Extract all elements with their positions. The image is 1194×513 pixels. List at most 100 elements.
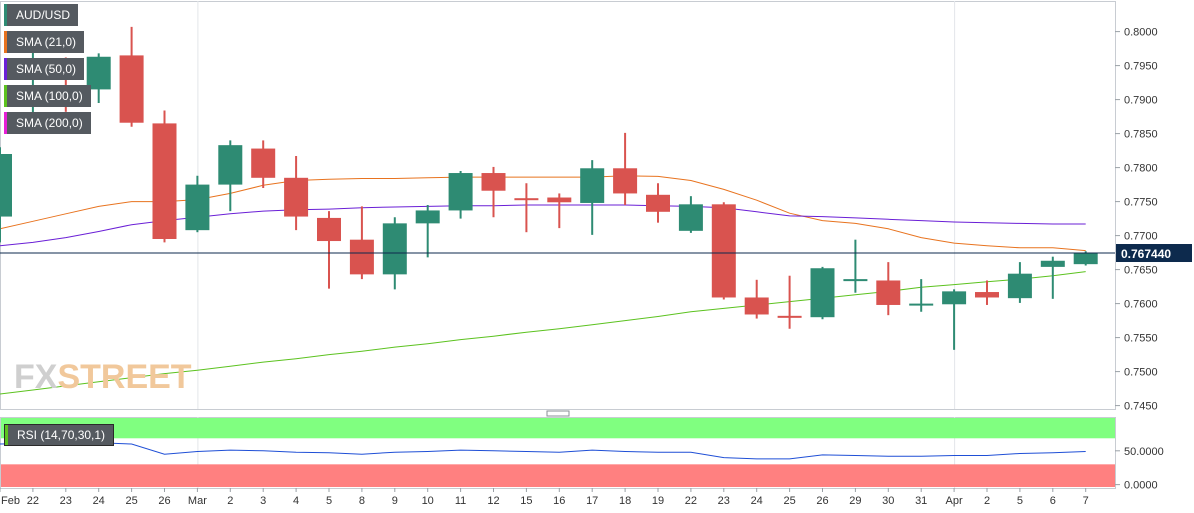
candle-body [678,204,703,231]
candle-body [843,279,868,282]
candle-body [0,154,12,217]
candle-body [580,168,605,203]
x-tick-label: 24 [93,495,105,507]
candle-body [810,268,835,318]
x-tick-label: 31 [915,495,927,507]
y-tick-label: 0.7800 [1124,163,1158,175]
x-tick-label: Mar [188,495,207,507]
legend-item-sma50[interactable]: SMA (50,0) [4,58,85,80]
candle-body [909,303,934,306]
legend-label: SMA (100,0) [16,89,83,103]
candle-body [613,168,638,194]
x-tick-label: 25 [125,495,137,507]
legend-item-sma100[interactable]: SMA (100,0) [4,85,91,107]
y-tick-label: 0.7950 [1124,61,1158,73]
rsi-legend-item[interactable]: RSI (14,70,30,1) [4,424,115,446]
y-tick-label: 0.8000 [1124,27,1158,39]
x-tick-label: 26 [158,495,170,507]
x-tick-label: 9 [392,495,398,507]
sma-line [0,204,1086,247]
legend-swatch [4,85,7,107]
legend-swatch [4,4,7,26]
y-tick-label: 0.7650 [1124,265,1158,277]
candle-body [744,297,769,315]
x-tick-label: 3 [260,495,266,507]
x-tick-label: 29 [849,495,861,507]
candle-body [1073,253,1098,265]
rsi-line [0,442,1086,460]
x-tick-label: 19 [652,495,664,507]
y-tick-label: 0.7500 [1124,367,1158,379]
candle-body [119,55,144,123]
grid-lines [0,1,1116,489]
x-tick-label: 8 [359,495,365,507]
candle-body [711,204,736,298]
y-tick-label: 0.7550 [1124,333,1158,345]
legend-label: SMA (21,0) [16,35,77,49]
x-tick-label: 10 [422,495,434,507]
x-tick-label: 16 [553,495,565,507]
y-tick-label: 0.7700 [1124,231,1158,243]
watermark-fx: FX [14,358,58,396]
x-tick-label: 11 [455,495,466,507]
legend-item-sma200[interactable]: SMA (200,0) [4,112,91,134]
axes: 0.7450 0.7500 0.7550 0.7600 0.7650 0.7700 0.77… [0,27,1192,507]
y-tick-label: 0.7750 [1124,197,1158,209]
y-tick-label: 0.7850 [1124,129,1158,141]
legend-swatch [5,425,8,445]
rsi-oversold-zone [1,464,1115,487]
candle-body [218,145,243,185]
candle-body [86,56,111,90]
candle-body [1007,273,1032,299]
candle-body [415,210,440,224]
x-tick-label: 7 [1083,495,1089,507]
candle-body [1040,260,1065,267]
candle-body [876,280,901,305]
chart-legend: AUD/USD SMA (21,0) SMA (50,0) SMA (100,0… [4,4,91,139]
candle-body [317,217,341,242]
x-tick-label: 17 [586,495,598,507]
legend-swatch [4,31,7,53]
x-tick-label: 12 [487,495,499,507]
x-tick-label: 30 [882,495,894,507]
y-tick-label: 0.7900 [1124,95,1158,107]
last-price-label: 0.767440 [1121,247,1171,261]
rsi-y-tick-label: 0.0000 [1124,480,1158,492]
candle-body [448,173,473,211]
candle-body [777,315,802,318]
x-tick-label: 4 [293,495,299,507]
rsi-overbought-zone [1,418,1115,439]
sma-line [0,175,1086,252]
candle-body [382,223,407,275]
candle-body [284,177,309,217]
candle-body [942,291,967,305]
x-tick-label: 24 [751,495,763,507]
x-tick-label: 23 [60,495,72,507]
legend-swatch [4,112,7,134]
candle-body [152,123,177,239]
candle-body [547,197,572,203]
legend-item-audusd[interactable]: AUD/USD [4,4,79,26]
x-tick-label: 15 [520,495,532,507]
y-tick-label: 0.7600 [1124,299,1158,311]
x-tick-label: 26 [816,495,828,507]
rsi-legend-label: RSI (14,70,30,1) [17,428,106,442]
candle-body [646,194,670,212]
candle-body [185,184,210,231]
legend-label: SMA (50,0) [16,62,77,76]
x-tick-label: 5 [1017,495,1023,507]
sma-line [0,271,1086,395]
legend-label: AUD/USD [16,8,71,22]
x-tick-label: Apr [946,495,963,507]
rsi-panel-border [0,417,1116,489]
candle-body [514,198,539,201]
x-tick-label: 18 [619,495,631,507]
x-tick-label: 23 [718,495,730,507]
legend-item-sma21[interactable]: SMA (21,0) [4,31,85,53]
x-tick-label: 25 [783,495,795,507]
x-tick-label: 2 [227,495,233,507]
x-tick-label: 5 [326,495,332,507]
legend-swatch [4,58,7,80]
candlesticks [0,26,1098,350]
